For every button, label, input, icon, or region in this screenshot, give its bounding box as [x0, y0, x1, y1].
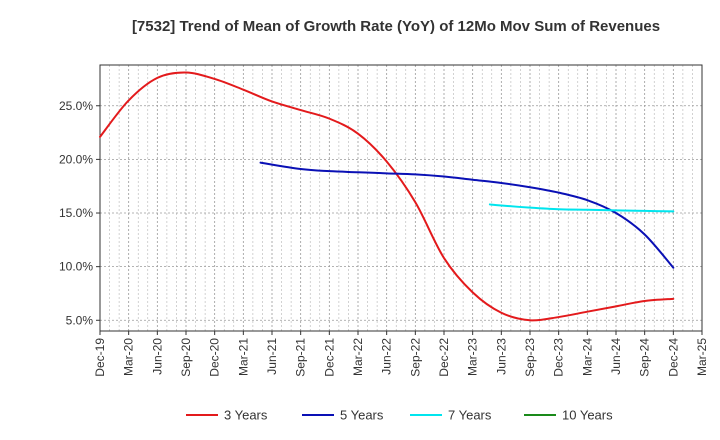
chart-title: [7532] Trend of Mean of Growth Rate (YoY… — [132, 18, 660, 35]
y-tick-label: 10.0% — [59, 260, 93, 274]
x-tick-label: Dec-20 — [208, 338, 222, 377]
x-tick-label: Sep-21 — [294, 338, 308, 377]
x-tick-label: Jun-24 — [609, 338, 623, 375]
legend: 3 Years 5 Years 7 Years 10 Years — [186, 408, 613, 423]
x-tick-label: Dec-21 — [322, 338, 336, 377]
x-tick-label: Dec-24 — [666, 338, 680, 377]
x-tick-label: Mar-22 — [351, 338, 365, 376]
x-tick-label: Dec-19 — [93, 338, 107, 377]
x-tick-label: Mar-24 — [580, 338, 594, 376]
x-tick-label: Jun-21 — [265, 338, 279, 375]
x-tick-label: Jun-22 — [380, 338, 394, 375]
series-line-3-years — [99, 71, 675, 322]
y-tick-label: 5.0% — [66, 313, 94, 327]
x-tick-label: Mar-20 — [122, 338, 136, 376]
y-tick-label: 20.0% — [59, 152, 93, 166]
series-lines — [99, 71, 675, 322]
x-tick-label: Mar-21 — [236, 338, 250, 376]
legend-label: 3 Years — [224, 408, 268, 423]
x-tick-label: Jun-20 — [150, 338, 164, 375]
x-tick-label: Mar-23 — [466, 338, 480, 376]
legend-label: 5 Years — [340, 408, 384, 423]
x-tick-label: Mar-25 — [695, 338, 709, 376]
x-tick-label: Sep-23 — [523, 338, 537, 377]
x-tick-label: Dec-22 — [437, 338, 451, 377]
series-line-5-years — [259, 161, 675, 269]
y-tick-label: 25.0% — [59, 99, 93, 113]
x-tick-label: Dec-23 — [552, 338, 566, 377]
grid-lines — [99, 65, 703, 331]
y-axis: 5.0% 10.0% 15.0% 20.0% 25.0% — [59, 99, 100, 327]
legend-label: 10 Years — [562, 408, 613, 423]
x-tick-label: Sep-24 — [638, 338, 652, 377]
x-tick-label: Sep-22 — [408, 338, 422, 377]
x-tick-label: Jun-23 — [494, 338, 508, 375]
x-tick-label: Sep-20 — [179, 338, 193, 377]
legend-label: 7 Years — [448, 408, 492, 423]
y-tick-label: 15.0% — [59, 206, 93, 220]
series-line-7-years — [488, 203, 675, 213]
plot-area — [99, 64, 703, 332]
x-axis: Dec-19 Mar-20 Jun-20 Sep-20 Dec-20 Mar-21 Jun-… — [93, 331, 709, 377]
